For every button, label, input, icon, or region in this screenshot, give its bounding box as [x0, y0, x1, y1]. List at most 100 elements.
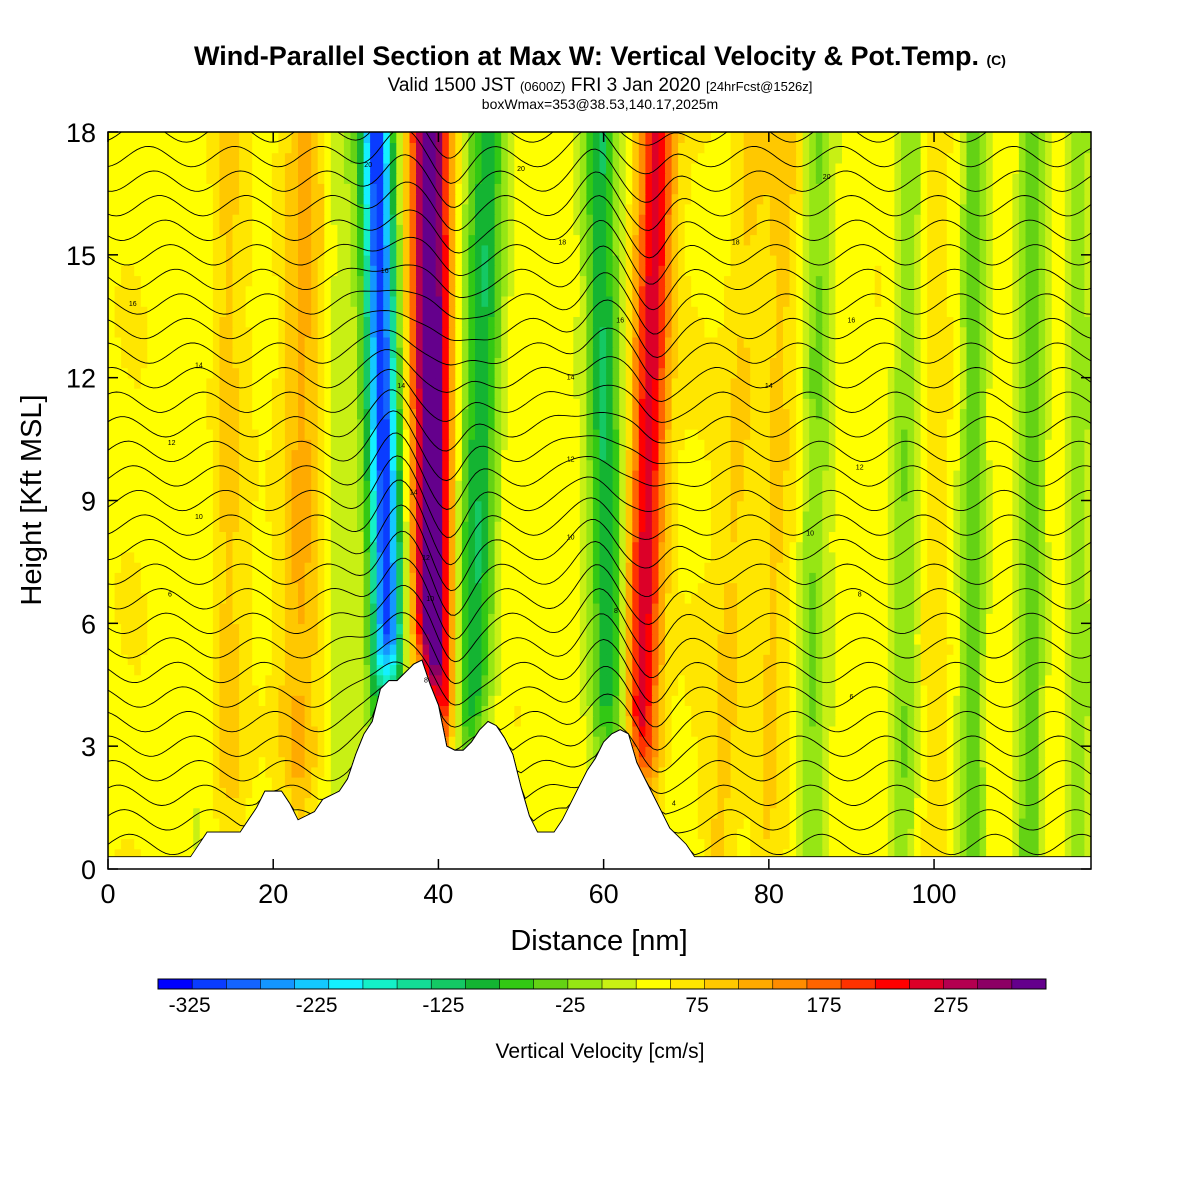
heatmap-cell — [501, 613, 509, 625]
heatmap-cell — [442, 705, 450, 717]
heatmap-cell — [1084, 797, 1091, 809]
heatmap-cell — [239, 623, 247, 635]
heatmap-cell — [737, 766, 745, 778]
heatmap-cell — [966, 541, 974, 553]
heatmap-cell — [907, 756, 915, 768]
heatmap-cell — [619, 561, 627, 573]
heatmap-cell — [848, 715, 856, 727]
heatmap-cell — [645, 643, 653, 655]
heatmap-cell — [442, 572, 450, 584]
heatmap-cell — [868, 715, 876, 727]
heatmap-cell — [861, 551, 869, 563]
heatmap-cell — [730, 664, 738, 676]
heatmap-cell — [566, 766, 575, 778]
heatmap-cell — [861, 787, 869, 799]
heatmap-cell — [153, 725, 162, 737]
heatmap-cell — [835, 756, 843, 768]
heatmap-cell — [586, 735, 594, 747]
heatmap-cell — [743, 623, 752, 635]
heatmap-cell — [697, 592, 706, 604]
heatmap-cell — [252, 674, 260, 686]
heatmap-cell — [186, 602, 194, 614]
heatmap-cell — [1012, 623, 1020, 635]
heatmap-cell — [127, 725, 136, 737]
heatmap-cell — [756, 613, 765, 625]
heatmap-cell — [586, 715, 594, 727]
heatmap-cell — [848, 602, 856, 614]
heatmap-cell — [435, 633, 444, 645]
heatmap-cell — [409, 613, 417, 625]
heatmap-cell — [507, 664, 516, 676]
heatmap-cell — [789, 643, 797, 655]
heatmap-cell — [173, 838, 181, 850]
heatmap-cell — [815, 674, 824, 686]
heatmap-cell — [1038, 746, 1046, 758]
heatmap-cell — [350, 674, 358, 686]
heatmap-cell — [468, 695, 476, 706]
heatmap-cell — [1077, 643, 1086, 655]
heatmap-cell — [809, 531, 817, 543]
heatmap-cell — [737, 582, 745, 594]
heatmap-cell — [363, 684, 371, 696]
heatmap-cell — [966, 828, 974, 840]
heatmap-cell — [527, 787, 535, 799]
heatmap-cell — [724, 592, 732, 604]
heatmap-cell — [363, 521, 371, 532]
heatmap-cell — [914, 664, 922, 676]
heatmap-cell — [573, 592, 581, 604]
heatmap-cell — [317, 541, 326, 553]
heatmap-cell — [737, 643, 745, 655]
heatmap-cell — [1071, 664, 1079, 676]
heatmap-cell — [697, 828, 706, 840]
heatmap-cell — [678, 664, 686, 676]
heatmap-cell — [1064, 664, 1073, 676]
heatmap-cell — [527, 613, 535, 625]
heatmap-cell — [1012, 541, 1020, 553]
heatmap-cell — [822, 746, 830, 758]
heatmap-cell — [658, 623, 666, 635]
heatmap-cell — [442, 643, 450, 655]
heatmap-cell — [868, 797, 876, 809]
heatmap-cell — [651, 787, 660, 799]
heatmap-cell — [573, 695, 581, 706]
heatmap-cell — [357, 582, 365, 594]
heatmap-cell — [212, 695, 221, 706]
heatmap-cell — [1084, 664, 1091, 676]
heatmap-cell — [658, 582, 666, 594]
heatmap-cell — [914, 838, 922, 850]
heatmap-cell — [619, 602, 627, 614]
heatmap-cell — [265, 613, 273, 625]
heatmap-cell — [920, 664, 928, 676]
heatmap-cell — [1058, 797, 1066, 809]
heatmap-cell — [986, 828, 994, 840]
heatmap-cell — [887, 776, 896, 788]
heatmap-cell — [350, 735, 358, 747]
heatmap-cell — [475, 664, 483, 676]
heatmap-cell — [252, 551, 260, 563]
heatmap-cell — [815, 838, 824, 850]
heatmap-cell — [1025, 828, 1033, 840]
heatmap-cell — [226, 797, 234, 809]
heatmap-cell — [933, 807, 942, 819]
heatmap-cell — [324, 705, 332, 717]
heatmap-cell — [343, 705, 352, 717]
heatmap-cell — [730, 746, 738, 758]
heatmap-cell — [560, 766, 568, 778]
heatmap-cell — [239, 674, 247, 686]
heatmap-cell — [534, 797, 542, 809]
heatmap-cell — [134, 654, 142, 665]
heatmap-cell — [1005, 531, 1014, 543]
heatmap-cell — [271, 705, 280, 717]
heatmap-cell — [861, 756, 869, 768]
heatmap-cell — [907, 787, 915, 799]
heatmap-cell — [232, 776, 240, 788]
heatmap-cell — [330, 643, 339, 655]
heatmap-cell — [173, 807, 181, 819]
heatmap-cell — [874, 766, 883, 778]
heatmap-cell — [422, 551, 430, 563]
heatmap-cell — [520, 541, 529, 553]
heatmap-cell — [1084, 725, 1091, 737]
heatmap-cell — [651, 695, 660, 706]
heatmap-cell — [140, 715, 149, 727]
heatmap-cell — [783, 561, 791, 573]
